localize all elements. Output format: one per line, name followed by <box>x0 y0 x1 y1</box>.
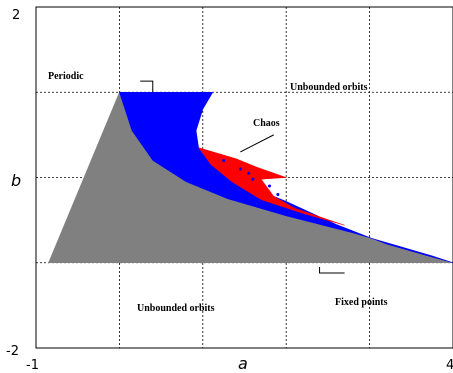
annotation-periodic: Periodic <box>48 71 84 82</box>
y-axis-label: b <box>11 171 21 190</box>
x-axis-label: a <box>238 354 248 373</box>
annotation-leader <box>240 134 274 153</box>
x-tick-label-right: 4 <box>446 358 453 373</box>
x-tick-label-left: -1 <box>26 358 39 373</box>
annotation-unbounded-top: Unbounded orbits <box>290 82 368 93</box>
region-layer <box>48 91 453 263</box>
chaos-speck <box>276 193 280 197</box>
chaos-speck <box>222 158 226 162</box>
annotation-leader <box>140 80 154 93</box>
region-periodic <box>119 92 453 263</box>
y-tick-label-bottom: -2 <box>6 344 19 359</box>
annotation-fixed-points: Fixed points <box>335 297 388 308</box>
chaos-speck <box>238 167 242 171</box>
chaos-speck <box>251 177 255 181</box>
annotation-leader <box>319 267 345 274</box>
chaos-speck <box>247 171 251 175</box>
annotation-unbounded-bottom: Unbounded orbits <box>137 303 215 314</box>
annotation-leaders <box>140 80 345 274</box>
annotation-chaos: Chaos <box>253 118 280 129</box>
region-chaos <box>197 147 345 226</box>
y-tick-label-top: 2 <box>12 8 20 23</box>
chaos-speck <box>268 184 272 188</box>
